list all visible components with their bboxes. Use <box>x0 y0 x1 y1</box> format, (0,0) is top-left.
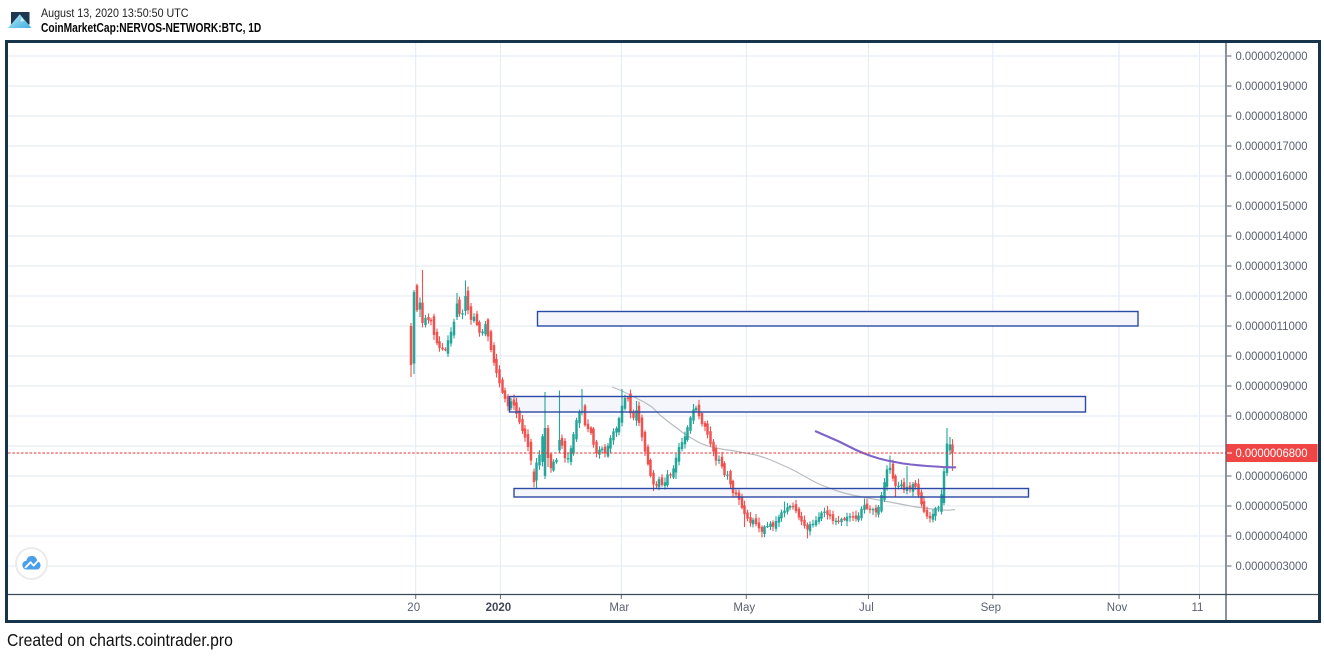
svg-text:0.0000014000: 0.0000014000 <box>1236 229 1308 243</box>
svg-text:0.0000008000: 0.0000008000 <box>1236 409 1308 423</box>
svg-text:0.0000006000: 0.0000006000 <box>1236 469 1308 483</box>
svg-text:0.0000010000: 0.0000010000 <box>1236 349 1308 363</box>
svg-text:0.0000015000: 0.0000015000 <box>1236 199 1308 213</box>
svg-text:20: 20 <box>407 602 420 614</box>
svg-text:0.0000016000: 0.0000016000 <box>1236 169 1308 183</box>
svg-text:0.0000003000: 0.0000003000 <box>1236 559 1308 573</box>
svg-text:Nov: Nov <box>1107 602 1128 614</box>
svg-text:11: 11 <box>1192 602 1204 614</box>
svg-text:Jul: Jul <box>859 602 874 614</box>
svg-text:0.0000017000: 0.0000017000 <box>1236 139 1308 153</box>
svg-text:0.0000004000: 0.0000004000 <box>1236 529 1308 543</box>
svg-text:Sep: Sep <box>981 602 1001 614</box>
svg-text:0.0000018000: 0.0000018000 <box>1236 109 1308 123</box>
svg-text:May: May <box>733 602 755 614</box>
svg-text:0.0000011000: 0.0000011000 <box>1236 319 1308 333</box>
svg-text:2020: 2020 <box>486 602 512 614</box>
svg-text:0.0000013000: 0.0000013000 <box>1236 259 1308 273</box>
svg-text:0.0000006800: 0.0000006800 <box>1236 446 1308 460</box>
svg-text:0.0000005000: 0.0000005000 <box>1236 499 1308 513</box>
svg-text:0.0000009000: 0.0000009000 <box>1236 379 1308 393</box>
svg-text:Mar: Mar <box>609 602 629 614</box>
svg-text:0.0000019000: 0.0000019000 <box>1236 79 1308 93</box>
svg-text:0.0000020000: 0.0000020000 <box>1236 49 1308 63</box>
svg-text:0.0000012000: 0.0000012000 <box>1236 289 1308 303</box>
